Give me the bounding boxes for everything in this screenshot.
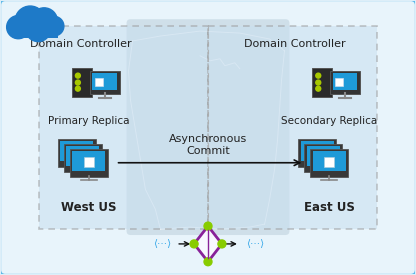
Circle shape — [75, 73, 80, 78]
Circle shape — [44, 16, 64, 36]
Text: Secondary Replica: Secondary Replica — [281, 116, 377, 126]
Circle shape — [316, 80, 321, 85]
Circle shape — [75, 80, 80, 85]
Circle shape — [75, 86, 80, 91]
FancyBboxPatch shape — [84, 157, 94, 167]
Circle shape — [204, 258, 212, 266]
Circle shape — [31, 8, 57, 35]
FancyBboxPatch shape — [58, 139, 96, 167]
Circle shape — [190, 240, 198, 248]
Text: Primary Replica: Primary Replica — [48, 116, 129, 126]
FancyBboxPatch shape — [92, 73, 117, 90]
FancyBboxPatch shape — [333, 73, 357, 90]
FancyBboxPatch shape — [313, 151, 346, 171]
Circle shape — [218, 240, 226, 248]
FancyBboxPatch shape — [208, 26, 377, 229]
Circle shape — [15, 6, 45, 36]
FancyBboxPatch shape — [324, 157, 334, 167]
Circle shape — [316, 73, 321, 78]
Polygon shape — [194, 226, 222, 262]
FancyBboxPatch shape — [60, 141, 93, 161]
Text: East US: East US — [304, 201, 354, 214]
FancyBboxPatch shape — [39, 26, 208, 229]
Text: Domain Controller: Domain Controller — [244, 39, 345, 49]
FancyBboxPatch shape — [78, 152, 88, 162]
Circle shape — [204, 222, 212, 230]
Text: West US: West US — [61, 201, 116, 214]
FancyBboxPatch shape — [298, 139, 336, 167]
FancyBboxPatch shape — [72, 151, 105, 171]
FancyBboxPatch shape — [305, 144, 342, 172]
FancyBboxPatch shape — [310, 149, 348, 177]
Text: ⟨···⟩: ⟨···⟩ — [245, 239, 264, 249]
Text: ⟨···⟩: ⟨···⟩ — [153, 239, 171, 249]
FancyBboxPatch shape — [307, 146, 339, 166]
FancyBboxPatch shape — [318, 152, 328, 162]
Circle shape — [316, 86, 321, 91]
FancyBboxPatch shape — [70, 149, 108, 177]
FancyBboxPatch shape — [72, 147, 82, 157]
FancyBboxPatch shape — [72, 68, 92, 97]
Circle shape — [7, 16, 30, 39]
Text: Domain Controller: Domain Controller — [30, 39, 132, 49]
FancyBboxPatch shape — [126, 19, 290, 235]
FancyBboxPatch shape — [312, 147, 322, 157]
FancyBboxPatch shape — [90, 71, 119, 94]
FancyBboxPatch shape — [335, 78, 343, 86]
FancyBboxPatch shape — [330, 71, 360, 94]
Circle shape — [26, 16, 51, 42]
FancyBboxPatch shape — [67, 146, 99, 166]
FancyBboxPatch shape — [64, 144, 102, 172]
FancyBboxPatch shape — [312, 68, 332, 97]
FancyBboxPatch shape — [14, 24, 58, 38]
Text: Asynchronous
Commit: Asynchronous Commit — [169, 134, 247, 156]
FancyBboxPatch shape — [95, 78, 103, 86]
FancyBboxPatch shape — [301, 141, 334, 161]
